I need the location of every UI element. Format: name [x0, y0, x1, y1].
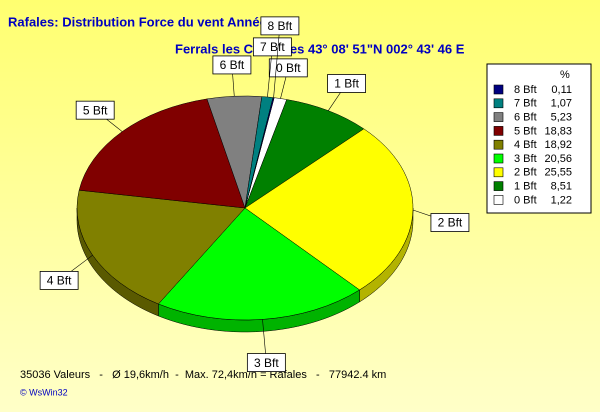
- pie-slice: [244, 128, 414, 291]
- pie-slice: [244, 99, 365, 209]
- pie-slice: [78, 98, 246, 209]
- slice-label: 2 Bft: [438, 216, 463, 230]
- legend-label: 8 Bft: [514, 84, 537, 96]
- callout-line: [273, 25, 281, 98]
- legend-value: 18,92: [544, 139, 572, 151]
- slice-label: 5 Bft: [83, 103, 108, 117]
- credit: © WsWin32: [20, 387, 68, 397]
- callout-box: [430, 213, 470, 232]
- legend-swatch: [493, 153, 504, 164]
- callout-box: [252, 37, 292, 57]
- legend-label: 2 Bft: [514, 167, 537, 179]
- legend-swatch: [493, 167, 504, 178]
- legend-label: 1 Bft: [514, 181, 537, 193]
- callout-box: [246, 353, 286, 372]
- legend-header: %: [560, 69, 570, 81]
- callout-box: [260, 16, 300, 36]
- slice-label: 3 Bft: [254, 356, 279, 370]
- chart-title: Rafales: Distribution Force du vent Anné…: [8, 14, 299, 29]
- callout-box: [327, 74, 366, 93]
- legend-label: 0 Bft: [514, 194, 537, 206]
- legend-value: 1,07: [551, 98, 572, 110]
- footer: 35036 Valeurs - Ø 19,6km/h - Max. 72,4km…: [20, 369, 386, 381]
- legend-swatch: [493, 195, 504, 205]
- legend-label: 3 Bft: [514, 153, 537, 165]
- chart-subtitle: Ferrals les Corbières 43° 08' 51"N 002° …: [175, 41, 465, 56]
- legend-value: 25,55: [544, 167, 572, 179]
- legend-value: 20,56: [544, 153, 572, 165]
- slice-label: 0 Bft: [276, 61, 301, 75]
- legend-label: 5 Bft: [514, 125, 537, 137]
- legend-value: 5,23: [551, 112, 572, 124]
- pie-slice: [157, 207, 361, 321]
- legend-swatch: [493, 126, 504, 136]
- legend-value: 18,83: [544, 125, 572, 137]
- callout-box: [39, 271, 79, 290]
- legend-value: 0,11: [551, 84, 572, 96]
- callout-box: [212, 55, 252, 75]
- callout-box: [268, 58, 308, 78]
- slice-label: 4 Bft: [47, 274, 72, 288]
- legend-box: [486, 63, 592, 214]
- legend-label: 6 Bft: [514, 112, 537, 124]
- legend-swatch: [493, 112, 504, 122]
- slice-label: 1 Bft: [334, 77, 359, 91]
- callout-box: [75, 100, 115, 120]
- legend-swatch: [493, 181, 504, 191]
- slice-label: 6 Bft: [220, 58, 245, 72]
- legend-value: 8,51: [551, 181, 572, 193]
- slice-label: 7 Bft: [260, 40, 285, 54]
- legend-label: 7 Bft: [514, 98, 537, 110]
- legend-swatch: [493, 139, 504, 150]
- slice-label: 8 Bft: [268, 19, 293, 33]
- pie-slice: [76, 189, 246, 305]
- legend-swatch: [493, 84, 504, 95]
- legend-label: 4 Bft: [514, 139, 537, 151]
- legend-swatch: [493, 98, 504, 109]
- legend-value: 1,22: [551, 194, 572, 206]
